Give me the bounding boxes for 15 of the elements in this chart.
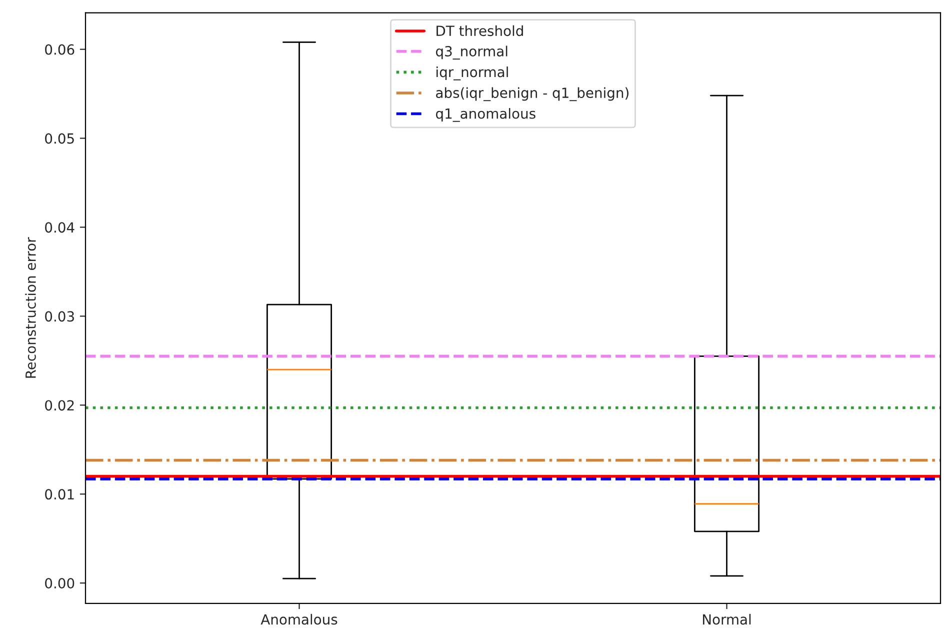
legend-label: q3_normal xyxy=(436,46,508,60)
y-tick-label: 0.03 xyxy=(45,311,74,322)
y-tick-label: 0.02 xyxy=(45,400,74,411)
y-tick-label: 0.05 xyxy=(45,133,74,144)
y-tick-label: 0.04 xyxy=(45,222,74,233)
x-tick-label: Normal xyxy=(702,614,751,625)
y-axis-title: Reconstruction error xyxy=(25,237,36,378)
legend-label: DT threshold xyxy=(436,25,523,36)
legend-label: abs(iqr_benign - q1_benign) xyxy=(436,87,628,102)
legend-label: q1_anomalous xyxy=(436,108,536,122)
y-tick-label: 0.01 xyxy=(45,489,74,500)
legend-label: iqr_normal xyxy=(436,66,508,80)
x-tick-label: Anomalous xyxy=(260,614,338,625)
y-tick-label: 0.06 xyxy=(45,44,74,55)
y-tick-label: 0.00 xyxy=(45,578,74,588)
